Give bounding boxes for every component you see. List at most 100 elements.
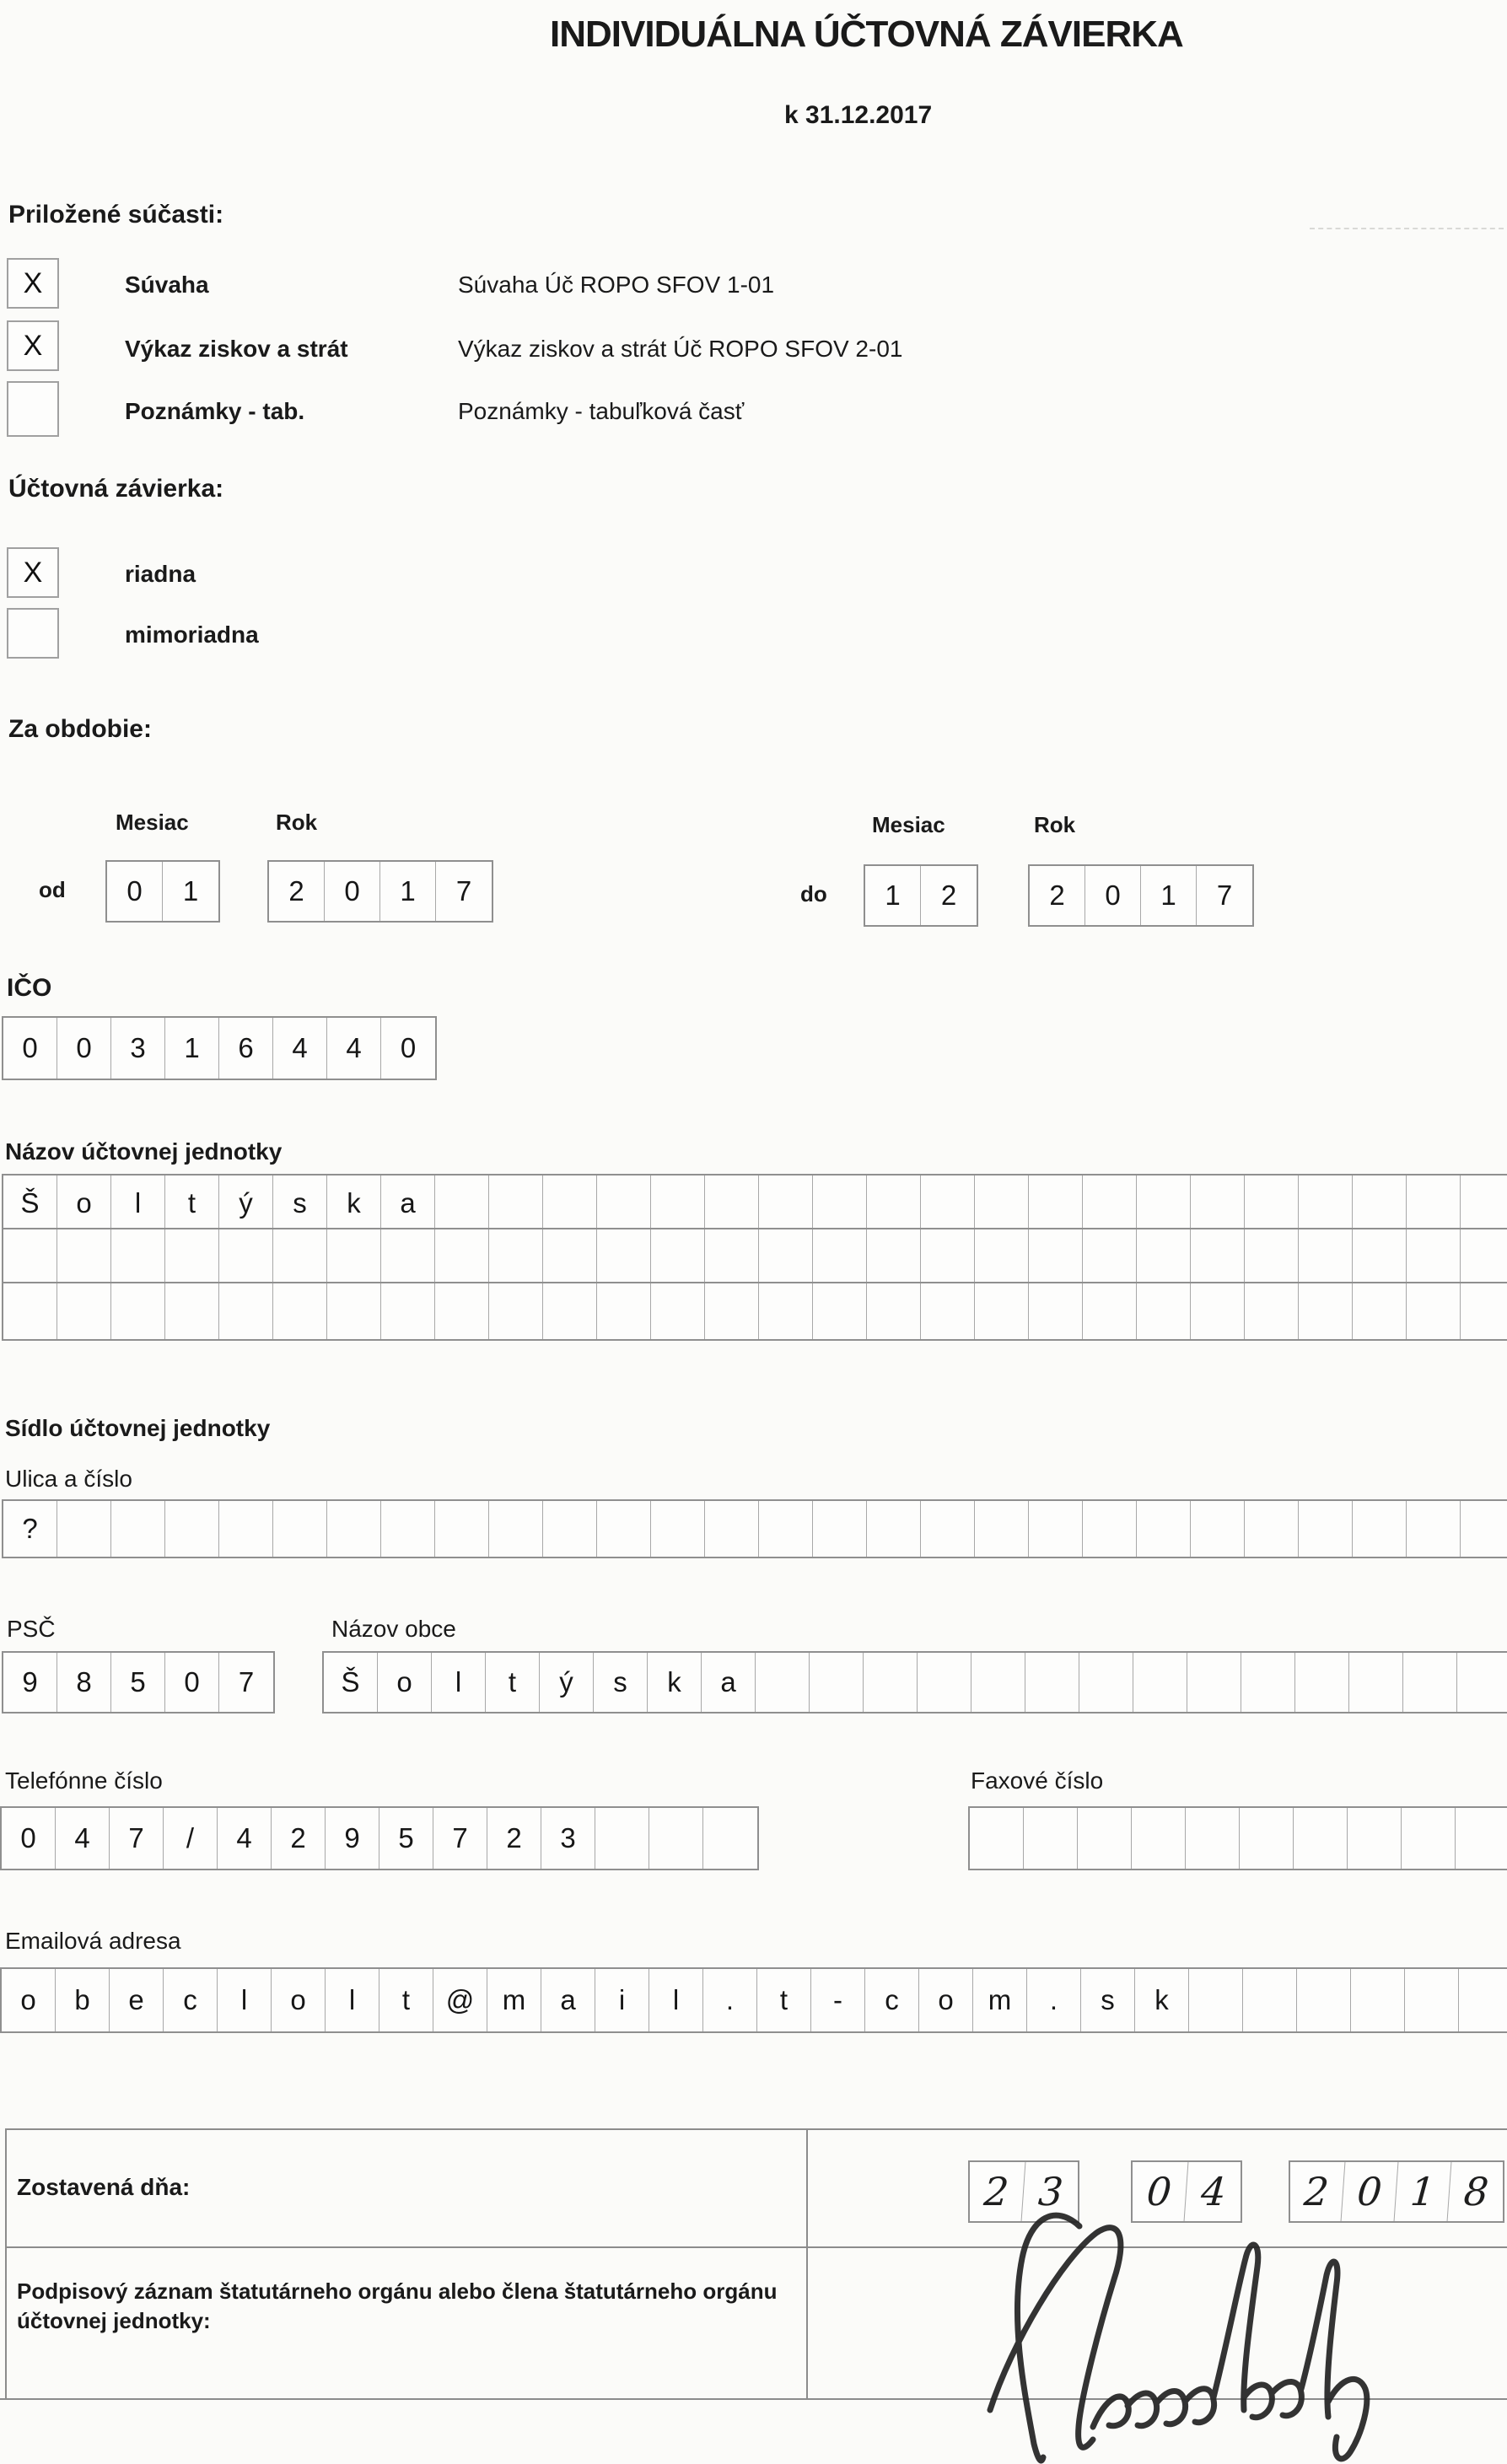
char-cell[interactable]: . <box>703 1969 757 2031</box>
char-cell[interactable] <box>543 1176 597 1231</box>
char-cell[interactable]: 6 <box>219 1018 273 1079</box>
char-cell[interactable]: 8 <box>57 1653 111 1712</box>
char-cell[interactable] <box>867 1229 921 1285</box>
char-cell[interactable] <box>971 1653 1025 1712</box>
char-cell[interactable] <box>1403 1653 1457 1712</box>
char-cell[interactable] <box>1294 1808 1348 1869</box>
char-cell[interactable]: t <box>379 1969 433 2031</box>
char-cell[interactable] <box>327 1501 381 1557</box>
char-cell[interactable]: 7 <box>238 1666 255 1697</box>
char-cell[interactable]: 0 <box>1085 866 1141 925</box>
char-cell[interactable] <box>1353 1283 1407 1339</box>
char-cell[interactable]: l <box>111 1176 165 1231</box>
char-cell[interactable]: ý <box>219 1176 273 1231</box>
char-cell[interactable]: 0 <box>57 1018 111 1079</box>
char-cell[interactable] <box>543 1501 597 1557</box>
char-cell[interactable]: k <box>327 1176 381 1231</box>
char-cell[interactable]: - <box>811 1969 865 2031</box>
char-cell[interactable]: 4 <box>56 1808 110 1869</box>
char-cell[interactable]: c <box>865 1969 919 2031</box>
char-cell[interactable]: k <box>648 1653 702 1712</box>
char-cell[interactable] <box>1245 1229 1299 1285</box>
char-cell[interactable]: Š <box>324 1653 378 1712</box>
char-cell[interactable]: 9 <box>3 1653 57 1712</box>
char-cell[interactable] <box>597 1176 651 1231</box>
char-cell[interactable] <box>651 1283 705 1339</box>
char-cell[interactable] <box>703 1808 757 1869</box>
char-cell[interactable] <box>921 1283 975 1339</box>
char-cell[interactable]: 1 <box>380 862 436 921</box>
char-cell[interactable] <box>975 1176 1029 1231</box>
char-cell[interactable] <box>381 1283 435 1339</box>
char-cell[interactable] <box>543 1283 597 1339</box>
char-cell[interactable] <box>1029 1176 1083 1231</box>
char-cell[interactable] <box>759 1176 813 1231</box>
char-cell[interactable] <box>756 1653 810 1712</box>
char-cell[interactable] <box>273 1283 327 1339</box>
char-cell[interactable]: s <box>273 1176 327 1231</box>
char-cell[interactable] <box>759 1283 813 1339</box>
char-cell[interactable] <box>759 1501 813 1557</box>
char-cell[interactable] <box>1029 1501 1083 1557</box>
char-cell[interactable] <box>489 1229 543 1285</box>
char-cell[interactable] <box>1191 1176 1245 1231</box>
char-cell[interactable] <box>813 1229 867 1285</box>
char-cell[interactable]: 3 <box>541 1808 595 1869</box>
char-cell[interactable]: a <box>381 1176 435 1231</box>
char-cell[interactable] <box>435 1283 489 1339</box>
char-cell[interactable] <box>111 1229 165 1285</box>
char-cell[interactable]: 0 <box>400 1032 417 1063</box>
char-cell[interactable]: l <box>326 1969 379 2031</box>
char-cell[interactable] <box>1241 1653 1295 1712</box>
char-cell[interactable]: l <box>218 1969 272 2031</box>
char-cell[interactable]: 7 <box>455 875 472 907</box>
char-cell[interactable] <box>57 1229 111 1285</box>
char-cell[interactable]: m <box>973 1969 1027 2031</box>
char-cell[interactable] <box>1025 1653 1079 1712</box>
char-cell[interactable]: 3 <box>111 1018 165 1079</box>
char-cell[interactable] <box>435 1229 489 1285</box>
char-cell[interactable] <box>1029 1229 1083 1285</box>
char-cell[interactable] <box>273 1501 327 1557</box>
char-cell[interactable] <box>705 1176 759 1231</box>
char-cell[interactable] <box>1459 1969 1507 2031</box>
char-cell[interactable] <box>1189 1969 1243 2031</box>
char-cell[interactable] <box>1137 1501 1191 1557</box>
char-cell[interactable] <box>57 1501 111 1557</box>
char-cell[interactable] <box>219 1283 273 1339</box>
char-cell[interactable] <box>1186 1808 1240 1869</box>
char-cell[interactable] <box>381 1501 435 1557</box>
char-cell[interactable] <box>921 1176 975 1231</box>
char-cell[interactable]: 7 <box>110 1808 164 1869</box>
char-cell[interactable] <box>1407 1283 1461 1339</box>
char-cell[interactable]: l <box>432 1653 486 1712</box>
char-cell[interactable]: 4 <box>327 1018 381 1079</box>
char-cell[interactable] <box>1405 1969 1459 2031</box>
char-cell[interactable] <box>705 1229 759 1285</box>
char-cell[interactable]: Š <box>3 1176 57 1231</box>
char-cell[interactable]: 4 <box>218 1808 272 1869</box>
char-cell[interactable] <box>651 1229 705 1285</box>
char-cell[interactable] <box>1456 1808 1507 1869</box>
char-cell[interactable] <box>1461 1283 1507 1339</box>
char-cell[interactable]: 0 <box>2 1808 56 1869</box>
char-cell[interactable] <box>1029 1283 1083 1339</box>
char-cell[interactable] <box>1299 1229 1353 1285</box>
char-cell[interactable]: b <box>56 1969 110 2031</box>
char-cell[interactable]: 1 <box>165 1018 219 1079</box>
char-cell[interactable]: o <box>272 1969 326 2031</box>
char-cell[interactable] <box>165 1283 219 1339</box>
char-cell[interactable] <box>649 1808 703 1869</box>
char-cell[interactable] <box>1353 1501 1407 1557</box>
char-cell[interactable]: m <box>487 1969 541 2031</box>
char-cell[interactable] <box>1245 1283 1299 1339</box>
char-cell[interactable] <box>975 1283 1029 1339</box>
char-cell[interactable] <box>1083 1501 1137 1557</box>
char-cell[interactable] <box>867 1283 921 1339</box>
char-cell[interactable]: 0 <box>3 1018 57 1079</box>
char-cell[interactable] <box>1137 1229 1191 1285</box>
char-cell[interactable] <box>813 1176 867 1231</box>
char-cell[interactable]: 9 <box>326 1808 379 1869</box>
char-cell[interactable] <box>597 1229 651 1285</box>
char-cell[interactable] <box>327 1229 381 1285</box>
